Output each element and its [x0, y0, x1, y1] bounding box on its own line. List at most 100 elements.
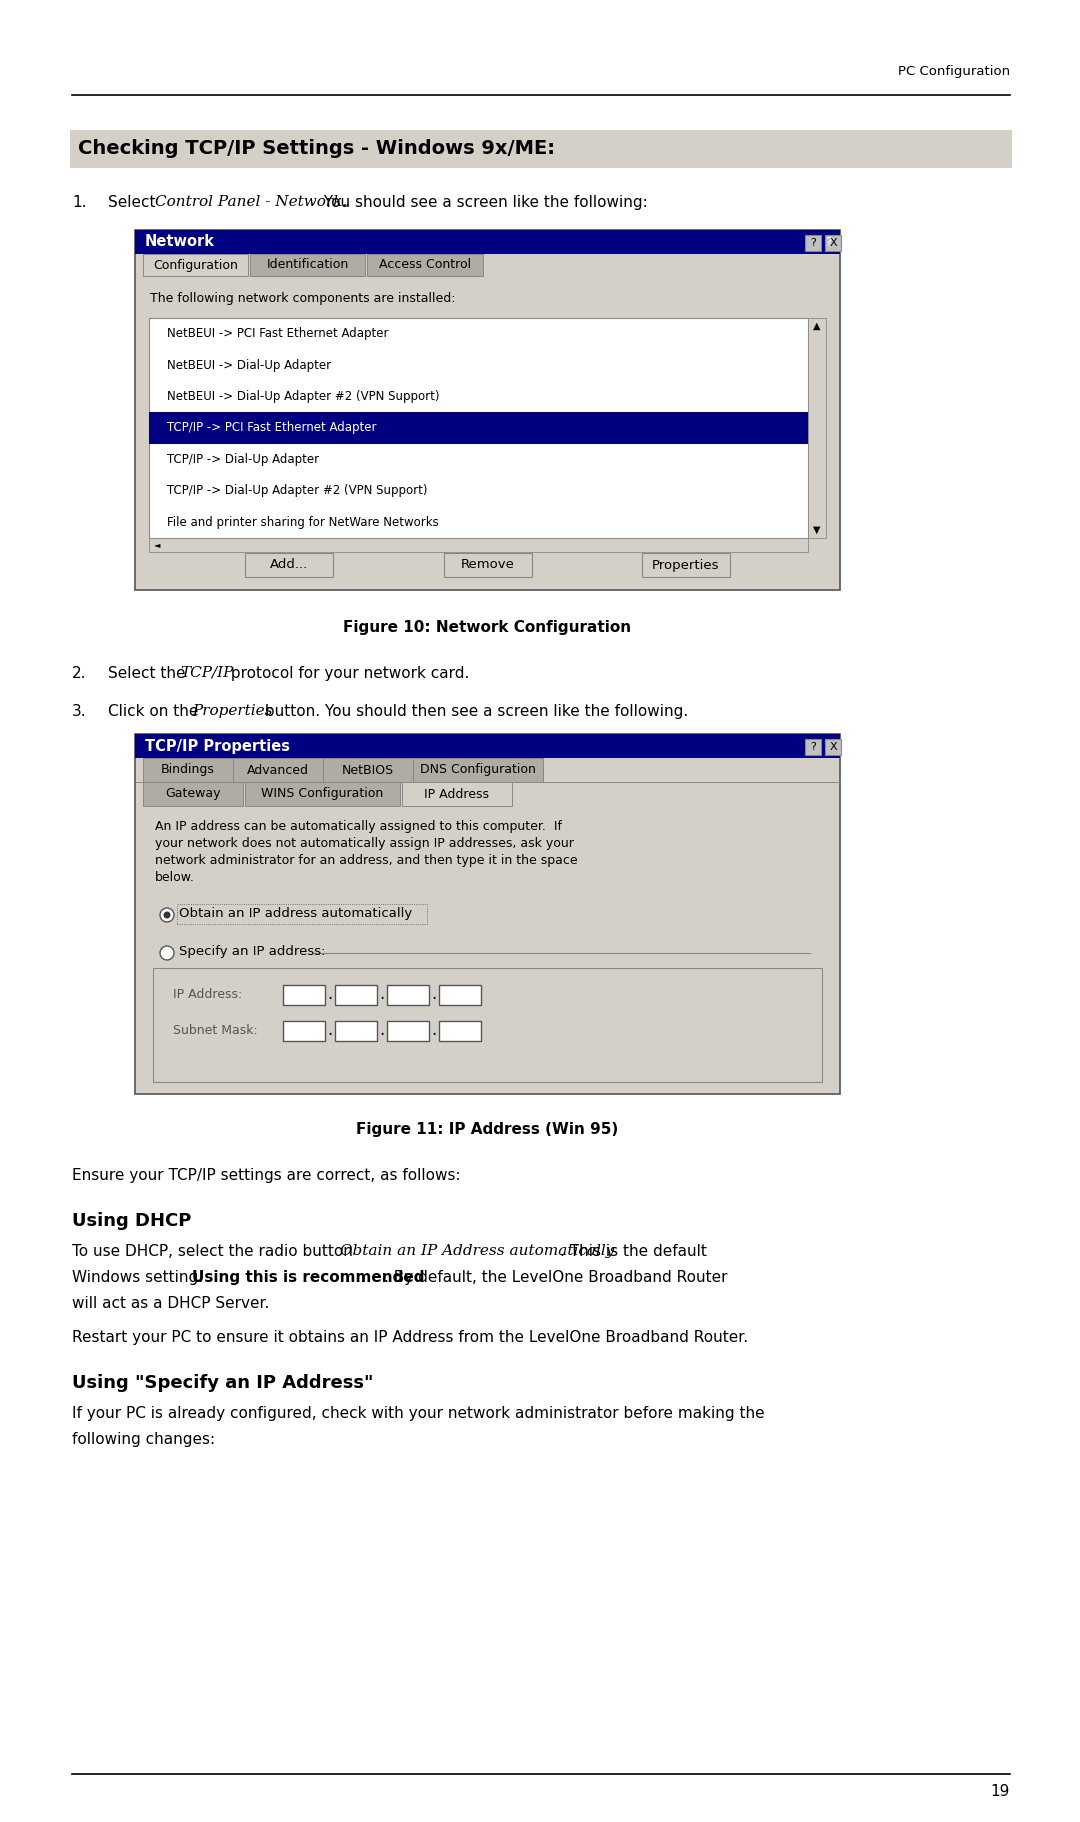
- Text: Control Panel - Network.: Control Panel - Network.: [156, 195, 348, 210]
- Bar: [149, 537, 808, 552]
- Text: ?: ?: [810, 239, 815, 248]
- Text: .: .: [327, 1020, 333, 1039]
- Bar: [335, 1020, 377, 1040]
- Bar: [135, 734, 840, 1093]
- Text: 19: 19: [990, 1784, 1010, 1798]
- Text: NetBIOS: NetBIOS: [342, 763, 394, 776]
- Text: Figure 10: Network Configuration: Figure 10: Network Configuration: [343, 619, 632, 636]
- Text: NetBEUI -> Dial-Up Adapter #2 (VPN Support): NetBEUI -> Dial-Up Adapter #2 (VPN Suppo…: [167, 390, 440, 403]
- Bar: [402, 782, 512, 805]
- Text: Access Control: Access Control: [379, 259, 471, 271]
- Text: Obtain an IP address automatically: Obtain an IP address automatically: [179, 907, 413, 920]
- Text: Restart your PC to ensure it obtains an IP Address from the LevelOne Broadband R: Restart your PC to ensure it obtains an …: [72, 1330, 748, 1345]
- Text: 3.: 3.: [72, 703, 86, 720]
- Bar: [413, 758, 543, 782]
- Text: .: .: [327, 986, 333, 1002]
- Text: Ensure your TCP/IP settings are correct, as follows:: Ensure your TCP/IP settings are correct,…: [72, 1168, 461, 1182]
- Text: An IP address can be automatically assigned to this computer.  If
your network d: An IP address can be automatically assig…: [156, 820, 578, 884]
- Text: Bindings: Bindings: [161, 763, 215, 776]
- Text: TCP/IP -> PCI Fast Ethernet Adapter: TCP/IP -> PCI Fast Ethernet Adapter: [167, 421, 377, 434]
- Text: 1.: 1.: [72, 195, 86, 210]
- Text: Configuration: Configuration: [153, 259, 238, 271]
- Text: Add...: Add...: [270, 559, 309, 572]
- Bar: [323, 758, 413, 782]
- Text: Using "Specify an IP Address": Using "Specify an IP Address": [72, 1374, 374, 1392]
- Bar: [233, 758, 323, 782]
- Text: X: X: [829, 742, 837, 752]
- Bar: [153, 967, 822, 1082]
- Bar: [143, 782, 243, 805]
- Text: WINS Configuration: WINS Configuration: [261, 787, 383, 800]
- Bar: [387, 1020, 429, 1040]
- Bar: [438, 1020, 481, 1040]
- Text: ▲: ▲: [813, 321, 821, 332]
- Text: Select: Select: [108, 195, 160, 210]
- Text: Click on the: Click on the: [108, 703, 203, 720]
- Text: DNS Configuration: DNS Configuration: [420, 763, 536, 776]
- Text: Remove: Remove: [460, 559, 514, 572]
- Bar: [245, 554, 334, 578]
- Text: TCP/IP Properties: TCP/IP Properties: [145, 738, 291, 754]
- Bar: [805, 740, 821, 754]
- Bar: [135, 230, 840, 590]
- Text: Using this is recommended: Using this is recommended: [192, 1270, 424, 1285]
- Text: protocol for your network card.: protocol for your network card.: [226, 667, 470, 681]
- Text: Identification: Identification: [267, 259, 349, 271]
- Bar: [387, 986, 429, 1006]
- Text: You should see a screen like the following:: You should see a screen like the followi…: [319, 195, 648, 210]
- Text: Select the: Select the: [108, 667, 190, 681]
- Bar: [825, 740, 841, 754]
- Text: IP Address: IP Address: [424, 787, 489, 800]
- Bar: [642, 554, 730, 578]
- Text: Properties: Properties: [652, 559, 719, 572]
- Bar: [245, 782, 400, 805]
- Text: 2.: 2.: [72, 667, 86, 681]
- Bar: [177, 904, 427, 924]
- Text: .: .: [431, 986, 436, 1002]
- Text: If your PC is already configured, check with your network administrator before m: If your PC is already configured, check …: [72, 1407, 765, 1421]
- Text: Figure 11: IP Address (Win 95): Figure 11: IP Address (Win 95): [356, 1122, 619, 1137]
- Bar: [135, 734, 840, 758]
- Text: . This is the default: . This is the default: [561, 1244, 707, 1259]
- Text: will act as a DHCP Server.: will act as a DHCP Server.: [72, 1295, 269, 1312]
- Text: . By default, the LevelOne Broadband Router: . By default, the LevelOne Broadband Rou…: [384, 1270, 728, 1285]
- Bar: [367, 253, 483, 275]
- Text: ?: ?: [810, 742, 815, 752]
- Bar: [283, 986, 325, 1006]
- Text: Specify an IP address:: Specify an IP address:: [179, 946, 325, 958]
- Text: ▼: ▼: [813, 525, 821, 536]
- Text: ?: ?: [825, 235, 832, 248]
- Text: Subnet Mask:: Subnet Mask:: [173, 1024, 258, 1037]
- Circle shape: [160, 907, 174, 922]
- Text: PC Configuration: PC Configuration: [897, 66, 1010, 78]
- Bar: [283, 1020, 325, 1040]
- Text: .: .: [379, 1020, 384, 1039]
- Circle shape: [163, 911, 171, 918]
- Bar: [143, 758, 233, 782]
- Bar: [335, 986, 377, 1006]
- Text: The following network components are installed:: The following network components are ins…: [150, 292, 456, 304]
- Text: button. You should then see a screen like the following.: button. You should then see a screen lik…: [260, 703, 688, 720]
- Bar: [249, 253, 365, 275]
- Bar: [143, 253, 248, 275]
- Text: TCP/IP -> Dial-Up Adapter #2 (VPN Support): TCP/IP -> Dial-Up Adapter #2 (VPN Suppor…: [167, 485, 428, 497]
- Text: .: .: [431, 1020, 436, 1039]
- Text: X: X: [829, 239, 837, 248]
- Bar: [70, 129, 1012, 168]
- Bar: [135, 230, 840, 253]
- Bar: [149, 412, 808, 445]
- Bar: [805, 235, 821, 251]
- Text: ◄: ◄: [153, 541, 160, 550]
- Text: Properties: Properties: [192, 703, 272, 718]
- Text: following changes:: following changes:: [72, 1432, 215, 1447]
- Text: Using DHCP: Using DHCP: [72, 1212, 191, 1230]
- Text: File and printer sharing for NetWare Networks: File and printer sharing for NetWare Net…: [167, 516, 438, 528]
- Bar: [825, 235, 841, 251]
- Text: IP Address:: IP Address:: [173, 988, 242, 1000]
- Text: NetBEUI -> PCI Fast Ethernet Adapter: NetBEUI -> PCI Fast Ethernet Adapter: [167, 328, 389, 341]
- Text: Obtain an IP Address automatically: Obtain an IP Address automatically: [340, 1244, 615, 1257]
- Bar: [808, 319, 826, 537]
- Text: Gateway: Gateway: [165, 787, 220, 800]
- Bar: [149, 319, 808, 537]
- Text: To use DHCP, select the radio button: To use DHCP, select the radio button: [72, 1244, 357, 1259]
